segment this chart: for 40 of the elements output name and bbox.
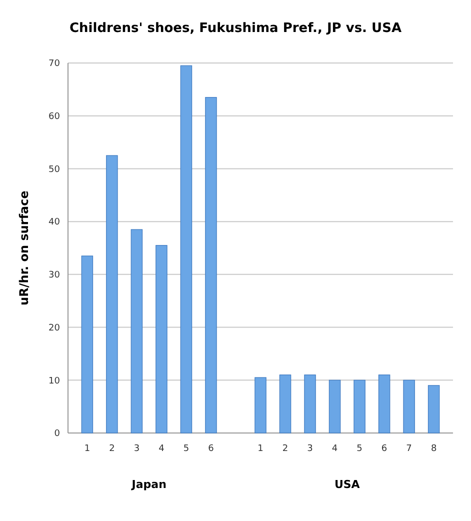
y-tick-label: 50 <box>48 164 60 175</box>
y-tick-label: 30 <box>48 270 60 281</box>
bar <box>106 155 118 434</box>
bar <box>328 380 341 434</box>
x-tick-label: 1 <box>258 444 264 454</box>
x-tick-label: 4 <box>158 444 165 454</box>
x-tick-label: 5 <box>356 444 362 454</box>
x-tick-label: 8 <box>430 444 437 454</box>
bar <box>403 380 415 434</box>
y-tick-label: 40 <box>48 218 60 228</box>
x-tick-label: 2 <box>282 444 288 454</box>
text: Japan <box>130 478 166 491</box>
x-tick-label: 3 <box>307 444 313 454</box>
x-tick-label: 7 <box>406 444 412 454</box>
bar <box>378 374 390 434</box>
bar <box>354 380 366 434</box>
x-tick-label: 1 <box>84 444 90 454</box>
bar <box>130 229 143 434</box>
y-axis-title: uR/hr. on surface <box>17 190 31 306</box>
x-tick-label: 3 <box>134 444 140 454</box>
bar <box>279 374 292 434</box>
bar <box>180 65 192 434</box>
bar <box>205 97 217 434</box>
y-tick-label: 70 <box>48 59 60 70</box>
x-tick-label: 4 <box>332 444 338 454</box>
text: USA <box>334 478 360 491</box>
y-tick-label: 0 <box>54 429 60 440</box>
bar <box>81 256 94 434</box>
x-tick-label: 6 <box>208 444 214 454</box>
bar <box>254 377 266 434</box>
x-tick-label: 2 <box>109 444 115 454</box>
y-tick-label: 10 <box>48 376 60 386</box>
chart-title: Childrens' shoes, Fukushima Pref., JP vs. USA <box>69 21 402 36</box>
x-tick-label: 6 <box>381 444 388 454</box>
bar <box>428 385 440 434</box>
bar <box>156 245 168 434</box>
y-tick-label: 20 <box>48 323 60 334</box>
y-tick-label: 60 <box>48 112 60 122</box>
bar <box>304 374 316 434</box>
x-tick-label: 5 <box>183 444 190 454</box>
